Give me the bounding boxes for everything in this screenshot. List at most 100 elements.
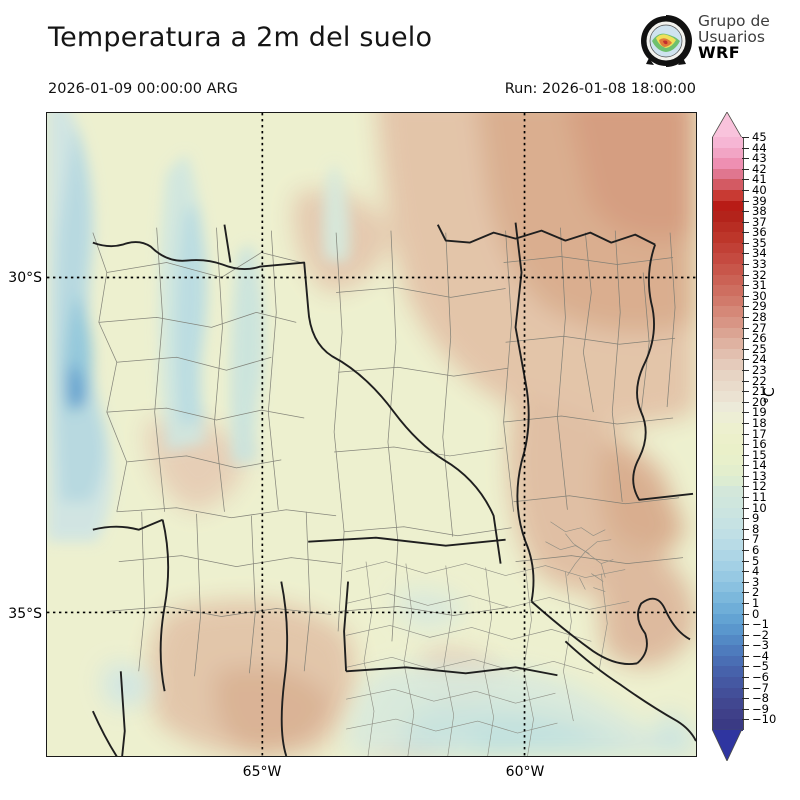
colorbar-segment xyxy=(713,528,743,540)
colorbar-segment xyxy=(713,507,743,519)
colorbar-segment xyxy=(713,602,743,615)
colorbar-tick xyxy=(742,306,749,308)
colorbar-segment xyxy=(713,401,743,413)
colorbar-tick xyxy=(742,602,749,604)
colorbar-segment xyxy=(713,306,743,318)
colorbar-tick xyxy=(742,581,749,583)
colorbar-segment xyxy=(713,719,743,731)
colorbar-tick-label: 27 xyxy=(752,320,767,335)
colorbar-segment xyxy=(713,327,743,339)
colorbar-segment xyxy=(713,624,743,636)
colorbar-segment xyxy=(713,444,743,456)
colorbar-tick xyxy=(742,655,749,657)
colorbar-segment xyxy=(713,497,743,509)
colorbar-tick-label: 5 xyxy=(752,553,760,568)
colorbar-segment xyxy=(713,666,743,678)
colorbar-tick xyxy=(742,592,749,594)
colorbar-tick xyxy=(742,475,749,477)
colorbar-tick xyxy=(742,211,749,213)
colorbar-segment xyxy=(713,581,743,593)
colorbar-segment xyxy=(713,221,743,233)
logo-line-3: WRF xyxy=(698,43,741,63)
colorbar-tick xyxy=(742,454,749,456)
colorbar-tick-label: −3 xyxy=(752,638,769,653)
colorbar-tick-label: 19 xyxy=(752,405,767,420)
colorbar-tick-label: −5 xyxy=(752,659,769,674)
colorbar-tick-label: 11 xyxy=(752,490,767,505)
colorbar-tick xyxy=(742,666,749,668)
colorbar-tick xyxy=(742,168,749,170)
colorbar-tick xyxy=(742,264,749,266)
colorbar-tick xyxy=(742,518,749,520)
colorbar-tick xyxy=(742,444,749,446)
logo-line-2: Usuarios xyxy=(698,28,765,47)
colorbar-tick-label: 2 xyxy=(752,585,760,600)
colorbar-segment xyxy=(713,539,743,551)
colorbar-tick-label: 14 xyxy=(752,458,767,473)
colorbar-tick xyxy=(742,719,749,721)
colorbar-segment xyxy=(713,465,743,477)
colorbar-tick xyxy=(742,465,749,467)
colorbar-tick xyxy=(742,221,749,223)
colorbar-segment xyxy=(713,264,743,276)
graticule xyxy=(47,113,696,756)
colorbar-tick-label: 32 xyxy=(752,267,767,282)
colorbar-segment xyxy=(713,422,743,435)
colorbar-tick-label: 43 xyxy=(752,151,767,166)
colorbar-segment xyxy=(713,317,743,329)
colorbar-tick-label: 18 xyxy=(752,415,767,430)
colorbar-tick-label: 4 xyxy=(752,564,760,579)
colorbar-segment xyxy=(713,189,743,202)
colorbar-segment xyxy=(713,560,743,572)
colorbar-tick-label: 34 xyxy=(752,246,767,261)
colorbar-tick-label: 28 xyxy=(752,310,767,325)
lat-label-35s: 35°S xyxy=(8,606,42,622)
colorbar-tick-label: 30 xyxy=(752,288,767,303)
colorbar-segment xyxy=(713,634,743,646)
colorbar-unit-label: °C xyxy=(762,387,778,404)
temperature-colorbar[interactable]: 45 44 43 42 41 40 39 38 37 36 35 34 33 32 31 30 29 28 27 26… xyxy=(712,112,776,761)
colorbar-tick xyxy=(742,137,749,138)
colorbar-tick xyxy=(742,285,749,287)
colorbar-segment xyxy=(713,549,743,562)
colorbar-tick-label: 1 xyxy=(752,595,760,610)
temperature-field xyxy=(47,113,696,756)
colorbar-tick xyxy=(742,359,749,361)
colorbar-segment xyxy=(713,380,743,392)
colorbar-tick-label: 3 xyxy=(752,574,760,589)
colorbar-tick xyxy=(742,348,749,350)
colorbar-tick-label: 39 xyxy=(752,193,767,208)
colorbar-segment xyxy=(713,613,743,625)
colorbar-tick xyxy=(742,147,749,149)
colorbar-tick-label: −6 xyxy=(752,670,769,685)
colorbar-segment xyxy=(713,232,743,244)
colorbar-tick-label: −1 xyxy=(752,617,769,632)
colorbar-segment xyxy=(713,158,743,170)
colorbar-tick-label: −2 xyxy=(752,627,769,642)
colorbar-under-arrow xyxy=(712,729,742,761)
colorbar-tick-label: 0 xyxy=(752,606,760,621)
colorbar-tick-label: 33 xyxy=(752,257,767,272)
colorbar-tick-label: 37 xyxy=(752,214,767,229)
lat-label-30s: 30°S xyxy=(8,270,42,286)
colorbar-segment xyxy=(713,645,743,657)
map-plot-area[interactable] xyxy=(46,112,697,757)
colorbar-tick xyxy=(742,708,749,710)
colorbar-tick-label: 6 xyxy=(752,542,760,557)
colorbar-tick-label: 23 xyxy=(752,362,767,377)
logo-text: Grupo de Usuarios WRF xyxy=(698,13,770,62)
colorbar-tick-label: 17 xyxy=(752,426,767,441)
colorbar-tick xyxy=(742,677,749,679)
colorbar-tick xyxy=(742,412,749,414)
colorbar-tick xyxy=(742,507,749,509)
colorbar-tick-label: 10 xyxy=(752,500,767,515)
colorbar-segment xyxy=(713,433,743,445)
colorbar-segment xyxy=(713,486,743,498)
colorbar-tick xyxy=(742,380,749,382)
logo: Grupo de Usuarios WRF xyxy=(638,13,796,72)
logo-line-1: Grupo de xyxy=(698,12,770,30)
colorbar-segment xyxy=(713,348,743,360)
colorbar-tick-label: 7 xyxy=(752,532,760,547)
colorbar-tick-label: 15 xyxy=(752,447,767,462)
colorbar-tick-label: 41 xyxy=(752,172,767,187)
